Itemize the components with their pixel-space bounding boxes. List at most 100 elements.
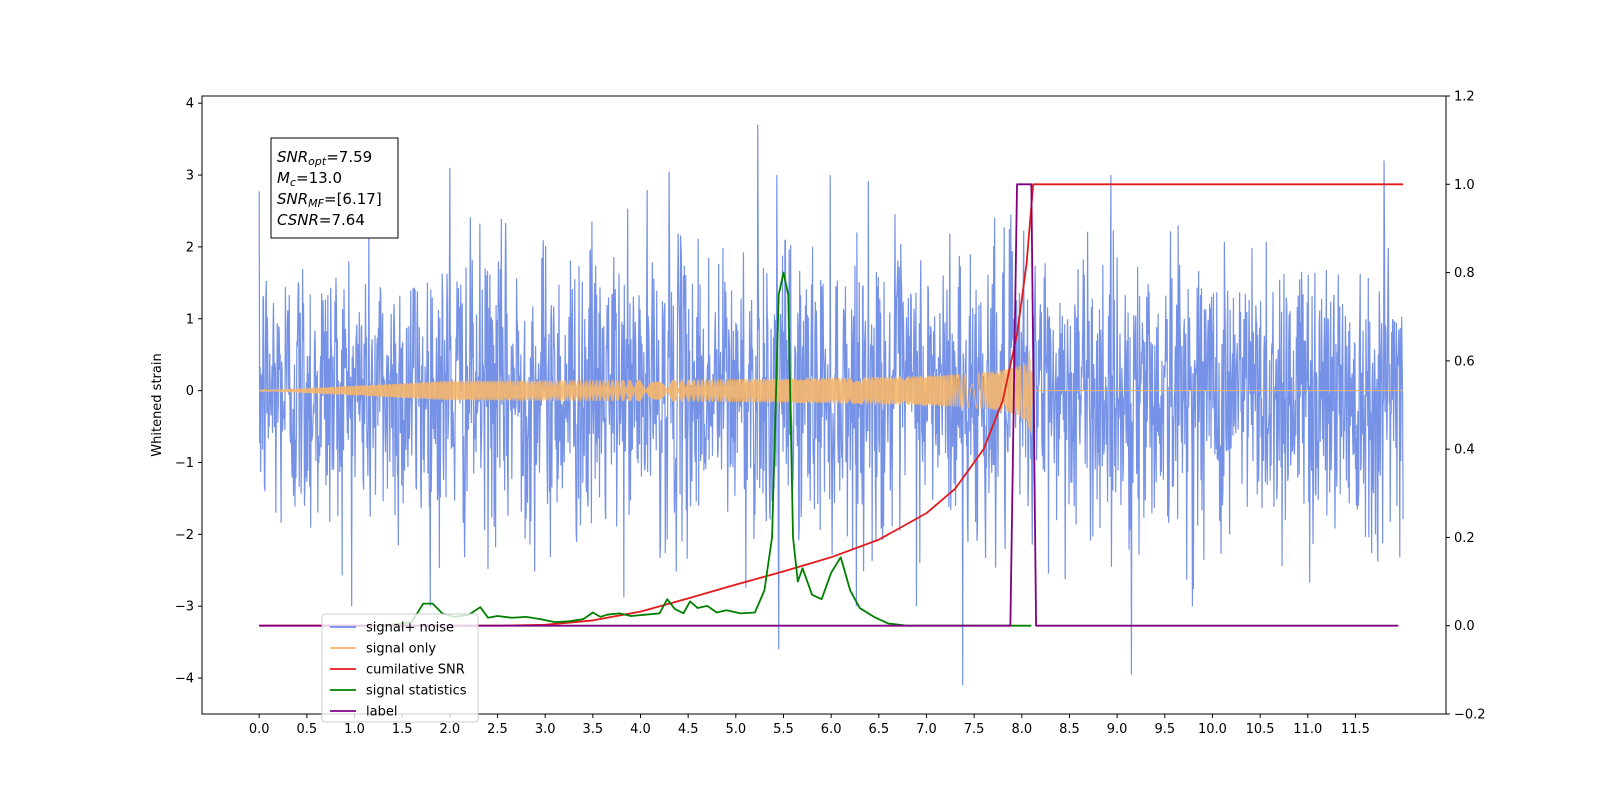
y-right-tick: 1.2 xyxy=(1446,90,1475,105)
y-axis-left-label: Whitened strain xyxy=(150,353,165,456)
x-tick-label: 5.0 xyxy=(725,722,746,737)
y-left-tick-label: 0 xyxy=(186,384,194,399)
x-tick-label: 4.5 xyxy=(678,722,699,737)
x-tick: 2.5 xyxy=(487,714,508,737)
x-tick-label: 0.5 xyxy=(297,722,318,737)
series-signal-noise-line xyxy=(258,124,1404,686)
x-tick-label: 2.5 xyxy=(487,722,508,737)
x-tick-label: 6.0 xyxy=(821,722,842,737)
y-right-tick-label: 0.6 xyxy=(1454,354,1475,369)
y-right-tick: 0.2 xyxy=(1446,531,1475,546)
series-cumulative-snr-line xyxy=(259,183,1404,627)
y-left-tick: −3 xyxy=(175,600,202,615)
y-axis-left: −4 −3 −2 −1 0 1 2 3 4 xyxy=(175,97,202,687)
y-left-tick: 3 xyxy=(186,169,202,184)
y-left-tick-label: −1 xyxy=(175,456,194,471)
y-left-tick-label: 1 xyxy=(186,312,194,327)
x-tick-label: 4.0 xyxy=(630,722,651,737)
x-tick-label: 9.5 xyxy=(1154,722,1175,737)
x-tick: 6.0 xyxy=(821,714,842,737)
annotation-line: Mc=13.0 xyxy=(277,169,342,189)
legend-label: cumilative SNR xyxy=(366,663,465,678)
x-tick-label: 10.0 xyxy=(1198,722,1227,737)
legend-entry: label xyxy=(330,705,397,720)
y-right-tick: 0.6 xyxy=(1446,354,1475,369)
y-right-tick: −0.2 xyxy=(1446,708,1486,723)
legend-label: signal statistics xyxy=(366,684,467,699)
x-axis: 0.0 0.5 1.0 1.5 2.0 2.5 3.0 3.5 4.0 4.5 5.0 5.5 6.0 6… xyxy=(249,714,1370,737)
x-tick-label: 7.0 xyxy=(916,722,937,737)
x-tick: 9.0 xyxy=(1107,714,1128,737)
x-tick: 3.5 xyxy=(582,714,603,737)
x-tick-label: 9.0 xyxy=(1107,722,1128,737)
legend-entry: signal+ noise xyxy=(330,621,454,636)
legend: signal+ noise signal only cumilative SNR si… xyxy=(321,613,479,723)
y-left-tick-label: 2 xyxy=(186,240,194,255)
y-right-tick-label: −0.2 xyxy=(1454,708,1486,723)
y-left-tick: 1 xyxy=(186,312,202,327)
y-axis-right: −0.2 0.0 0.2 0.4 0.6 0.8 1.0 1.2 xyxy=(1446,90,1486,723)
x-tick: 5.5 xyxy=(773,714,794,737)
y-left-tick: 2 xyxy=(186,240,202,255)
x-tick-label: 10.5 xyxy=(1246,722,1275,737)
x-tick-label: 6.5 xyxy=(868,722,889,737)
y-left-tick-label: −4 xyxy=(175,672,194,687)
series-layer xyxy=(258,124,1404,686)
x-tick: 7.0 xyxy=(916,714,937,737)
series-signal-only-line xyxy=(258,350,1404,436)
legend-frame xyxy=(321,613,479,723)
x-tick: 0.0 xyxy=(249,714,270,737)
x-tick: 11.0 xyxy=(1293,714,1322,737)
x-tick-label: 8.5 xyxy=(1059,722,1080,737)
y-left-tick-label: −2 xyxy=(175,528,194,543)
annotation-line: SNRMF=[6.17] xyxy=(277,190,382,210)
x-tick: 4.0 xyxy=(630,714,651,737)
x-tick: 10.5 xyxy=(1246,714,1275,737)
x-tick: 8.0 xyxy=(1011,714,1032,737)
legend-label: label xyxy=(366,705,397,720)
legend-entry: signal statistics xyxy=(330,684,467,699)
x-tick-label: 1.0 xyxy=(344,722,365,737)
x-tick: 11.5 xyxy=(1341,714,1370,737)
legend-label: signal+ noise xyxy=(366,621,454,636)
legend-entry: signal only xyxy=(330,642,436,657)
x-tick-label: 8.0 xyxy=(1011,722,1032,737)
annotation-frame xyxy=(270,137,399,239)
y-right-tick: 0.8 xyxy=(1446,266,1475,281)
y-left-tick: 0 xyxy=(186,384,202,399)
y-right-tick-label: 1.0 xyxy=(1454,178,1475,193)
x-tick-label: 7.5 xyxy=(964,722,985,737)
x-tick-label: 2.0 xyxy=(440,722,461,737)
x-tick: 0.5 xyxy=(297,714,318,737)
y-left-tick-label: −3 xyxy=(175,600,194,615)
y-right-tick: 0.0 xyxy=(1446,619,1475,634)
series-label-line xyxy=(259,183,1399,627)
x-tick-label: 3.5 xyxy=(582,722,603,737)
annotation-line: CSNR=7.64 xyxy=(277,211,365,229)
x-tick: 7.5 xyxy=(964,714,985,737)
series-signal-statistics-line xyxy=(383,271,1032,627)
x-tick-label: 0.0 xyxy=(249,722,270,737)
x-tick: 3.0 xyxy=(535,714,556,737)
annotation-line: SNRopt=7.59 xyxy=(277,148,372,168)
x-tick-label: 5.5 xyxy=(773,722,794,737)
legend-entry: cumilative SNR xyxy=(330,663,465,678)
y-right-tick-label: 1.2 xyxy=(1454,90,1475,105)
x-tick: 8.5 xyxy=(1059,714,1080,737)
y-left-tick: −2 xyxy=(175,528,202,543)
x-tick-label: 3.0 xyxy=(535,722,556,737)
x-tick-label: 11.0 xyxy=(1293,722,1322,737)
y-right-tick-label: 0.8 xyxy=(1454,266,1475,281)
legend-label: signal only xyxy=(366,642,436,657)
y-right-tick-label: 0.4 xyxy=(1454,443,1475,458)
y-left-tick-label: 3 xyxy=(186,169,194,184)
plot-frame xyxy=(201,95,1447,715)
y-left-tick: 4 xyxy=(186,97,202,112)
x-tick-label: 11.5 xyxy=(1341,722,1370,737)
x-tick: 4.5 xyxy=(678,714,699,737)
y-left-tick-label: 4 xyxy=(186,97,194,112)
y-right-tick: 0.4 xyxy=(1446,443,1475,458)
x-tick-label: 1.5 xyxy=(392,722,413,737)
